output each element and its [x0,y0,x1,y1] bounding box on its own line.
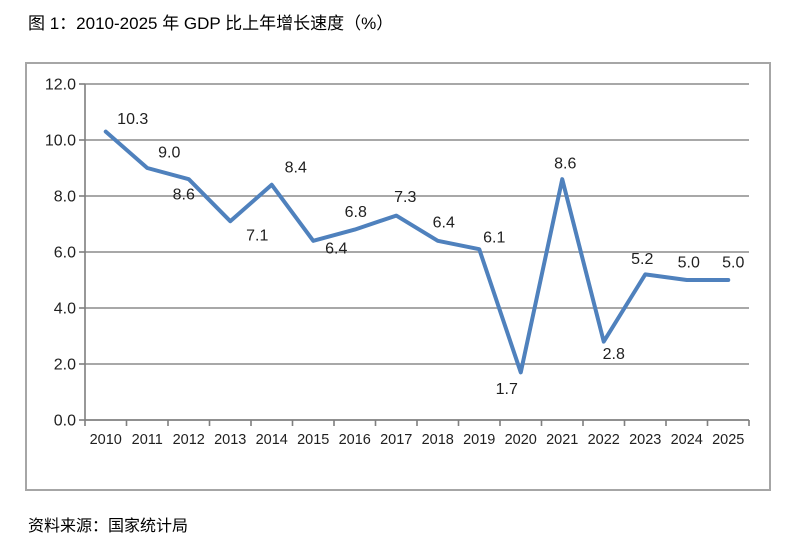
x-tick-label: 2011 [132,432,163,448]
x-tick-label: 2015 [297,432,329,448]
x-tick-label: 2018 [422,432,454,448]
x-tick-label: 2024 [671,432,703,448]
y-tick-label: 6.0 [54,245,76,262]
chart-frame: 0.0 2.0 4.0 6.0 8.0 10.0 12.0 2010 2011 2012 2013 2… [25,62,771,491]
data-label: 5.0 [722,255,744,272]
data-label: 8.6 [173,187,195,204]
x-tick-label: 2023 [629,432,661,448]
y-tick-label: 2.0 [54,357,76,374]
x-tick-label: 2020 [505,432,537,448]
data-label: 9.0 [158,145,180,162]
data-label: 8.4 [285,159,307,176]
data-label: 5.0 [678,255,700,272]
data-label: 7.3 [394,189,416,206]
data-label: 6.8 [345,204,367,221]
chart-svg: 0.0 2.0 4.0 6.0 8.0 10.0 12.0 2010 2011 2012 2013 2… [45,77,750,448]
data-label: 6.1 [483,230,505,247]
x-tick-label: 2019 [463,432,495,448]
y-tick-label: 12.0 [45,77,76,94]
y-tick-label: 0.0 [54,413,76,430]
x-tick-label: 2016 [339,432,371,448]
x-tick-label: 2017 [380,432,412,448]
y-tick-label: 4.0 [54,301,76,318]
data-label: 8.6 [554,156,576,173]
x-tick-label: 2025 [712,432,744,448]
data-label: 5.2 [631,251,653,268]
x-tick-label: 2012 [173,432,205,448]
data-label: 6.4 [433,214,455,231]
y-tick-label: 8.0 [54,189,76,206]
x-tick-label: 2014 [256,432,288,448]
data-label: 7.1 [246,228,268,245]
data-label: 10.3 [117,111,148,128]
x-tick-label: 2021 [546,432,578,448]
x-tick-label: 2022 [588,432,620,448]
x-tick-label: 2013 [214,432,246,448]
figure-title: 图 1：2010-2025 年 GDP 比上年增长速度（%） [28,14,394,33]
data-label: 1.7 [496,381,518,398]
data-label: 6.4 [325,240,347,257]
x-tick-label: 2010 [90,432,122,448]
source-note: 资料来源：国家统计局 [28,518,189,535]
data-label: 2.8 [603,346,625,363]
y-tick-label: 10.0 [45,133,76,150]
gdp-line-series [103,129,731,375]
